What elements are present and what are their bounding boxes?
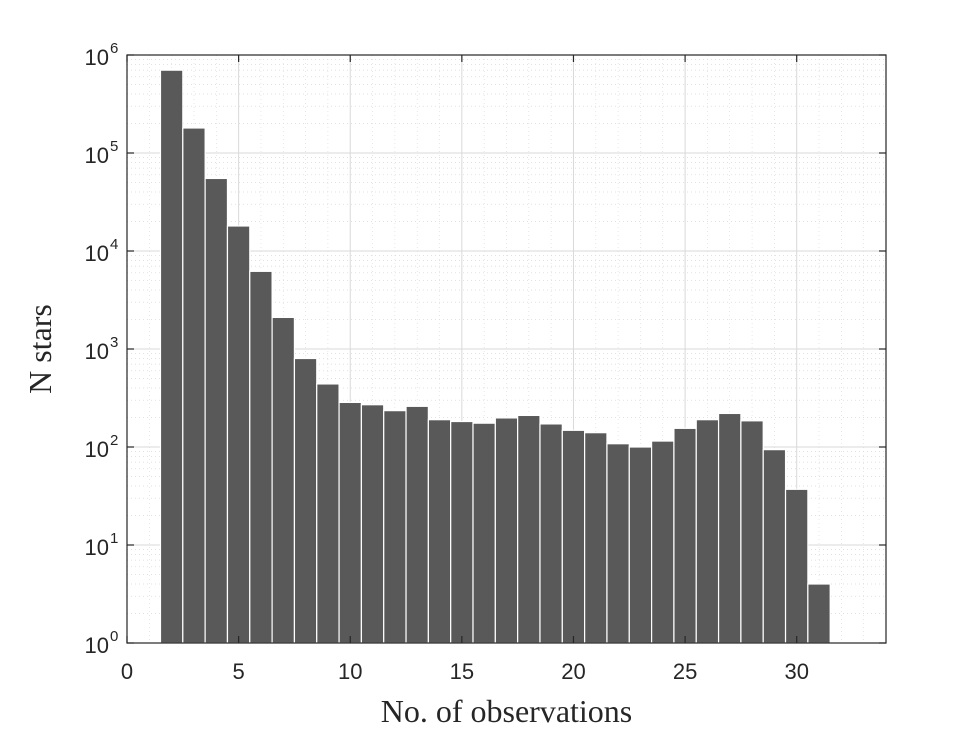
- y-axis-title: N stars: [22, 304, 58, 394]
- y-tick-exponent: 3: [110, 334, 118, 351]
- x-tick-label: 10: [338, 659, 362, 684]
- y-tick-exponent: 4: [110, 236, 118, 253]
- bar-20: [561, 429, 586, 644]
- bar-10: [338, 401, 362, 644]
- bar-2: [159, 69, 184, 644]
- bar-19: [539, 423, 563, 644]
- x-tick-label: 30: [784, 659, 808, 684]
- bar-8: [293, 357, 318, 644]
- x-tick-label: 0: [121, 659, 133, 684]
- y-tick-label: 10: [85, 143, 109, 168]
- bar-25: [673, 427, 697, 644]
- bar-12: [383, 410, 407, 644]
- bar-9: [316, 383, 340, 644]
- bar-7: [271, 316, 296, 644]
- bar-31: [807, 583, 831, 644]
- bar-30: [784, 488, 809, 644]
- x-tick-label: 15: [450, 659, 474, 684]
- y-tick-label: 10: [85, 45, 109, 70]
- bar-26: [695, 419, 720, 644]
- bar-24: [651, 440, 675, 644]
- bar-6: [249, 270, 273, 644]
- bar-11: [360, 404, 385, 644]
- bar-29: [762, 449, 787, 644]
- bar-22: [606, 443, 630, 644]
- bar-17: [494, 417, 519, 644]
- x-tick-label: 25: [673, 659, 697, 684]
- bar-16: [472, 422, 496, 644]
- bar-15: [450, 420, 474, 644]
- bar-13: [405, 405, 429, 644]
- y-tick-exponent: 2: [110, 432, 118, 449]
- y-tick-label: 10: [85, 241, 109, 266]
- y-tick-label: 10: [85, 633, 109, 658]
- bar-27: [717, 412, 742, 644]
- bar-18: [517, 414, 541, 644]
- x-axis: 0 5 10 15 20 25 30: [121, 55, 809, 684]
- bar-4: [204, 177, 229, 644]
- bar-5: [226, 225, 251, 644]
- y-tick-exponent: 5: [110, 138, 118, 155]
- y-tick-exponent: 6: [110, 40, 118, 57]
- y-tick-exponent: 1: [110, 530, 118, 547]
- bar-21: [584, 432, 608, 644]
- bar-3: [182, 127, 206, 644]
- x-tick-label: 5: [232, 659, 244, 684]
- x-tick-label: 20: [561, 659, 585, 684]
- y-tick-label: 10: [85, 339, 109, 364]
- bar-28: [740, 420, 764, 644]
- bar-23: [628, 446, 653, 644]
- bar-14: [427, 419, 452, 644]
- y-tick-label: 10: [85, 535, 109, 560]
- y-tick-exponent: 0: [110, 628, 118, 645]
- y-tick-label: 10: [85, 437, 109, 462]
- x-axis-title: No. of observations: [381, 693, 633, 729]
